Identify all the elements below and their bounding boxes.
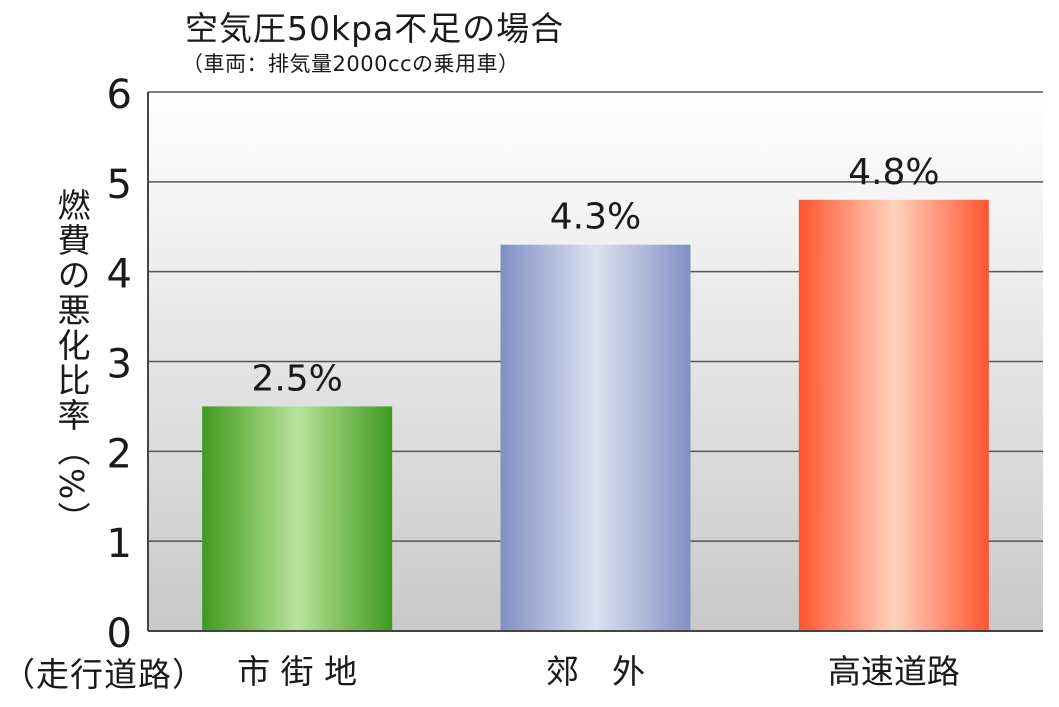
bar xyxy=(202,406,393,631)
data-label: 4.3% xyxy=(550,197,641,238)
x-tick-label: 高速道路 xyxy=(828,652,960,691)
y-tick-label: 6 xyxy=(107,72,132,118)
data-label: 4.8% xyxy=(848,152,939,193)
y-axis-label: 燃費の悪化比率（%） xyxy=(52,188,91,537)
x-tick-label: 市 街 地 xyxy=(237,652,357,691)
chart-subtitle: （車両：排気量2000ccの乗用車） xyxy=(182,52,520,76)
y-tick-label: 4 xyxy=(107,252,132,298)
y-tick-label: 3 xyxy=(107,342,132,388)
page-title: 空気圧50kpa不足の場合 xyxy=(185,9,565,48)
bar xyxy=(500,244,691,631)
y-tick-label: 0 xyxy=(107,611,132,657)
y-tick-label: 5 xyxy=(107,162,132,208)
x-axis-prefix-label: （走行道路） xyxy=(2,655,206,694)
data-label: 2.5% xyxy=(251,358,342,399)
bar xyxy=(798,199,989,632)
x-tick-label: 郊 外 xyxy=(546,652,645,691)
y-tick-label: 1 xyxy=(107,521,132,567)
y-tick-label: 2 xyxy=(107,431,132,477)
